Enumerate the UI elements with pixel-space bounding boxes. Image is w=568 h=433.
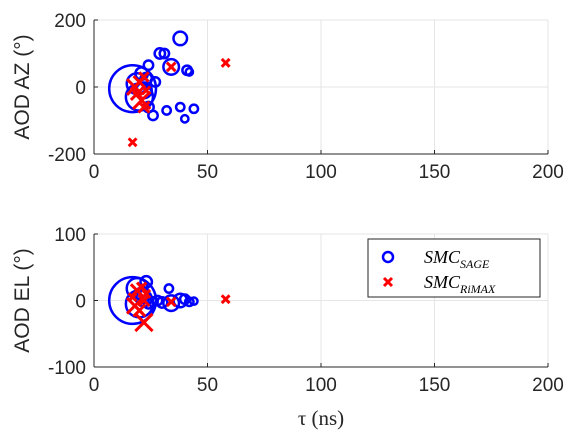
y-tick-label: 0 xyxy=(75,292,86,313)
data-point-rimax xyxy=(141,85,152,96)
data-point-sage xyxy=(183,296,195,308)
legend-marker-rimax xyxy=(382,276,394,288)
y-tick-label: 200 xyxy=(54,11,86,32)
data-point-rimax xyxy=(220,57,231,68)
y-tick-label: -100 xyxy=(48,358,86,379)
x-tick-label: 0 xyxy=(89,162,100,183)
data-point-sage xyxy=(161,105,173,116)
data-point-sage xyxy=(162,57,181,76)
data-point-sage xyxy=(155,296,169,309)
data-point-sage xyxy=(179,113,190,124)
data-point-rimax xyxy=(165,296,177,308)
data-point-rimax xyxy=(129,86,145,102)
legend-box xyxy=(367,238,541,298)
y-axis-label: AOD EL (°) xyxy=(11,248,34,352)
x-tick-label: 50 xyxy=(197,162,218,183)
x-axis-label: τ (ns) xyxy=(298,406,344,430)
x-tick-label: 100 xyxy=(305,375,337,396)
x-tick-label: 100 xyxy=(305,162,337,183)
legend-label-main: SMC xyxy=(424,272,461,292)
data-point-sage xyxy=(172,30,189,47)
data-point-sage xyxy=(188,103,200,115)
y-axis-label: AOD AZ (°) xyxy=(11,34,34,139)
data-point-sage xyxy=(188,296,199,307)
data-point-rimax xyxy=(134,312,154,333)
data-point-rimax xyxy=(220,294,231,305)
data-point-sage xyxy=(107,64,158,114)
data-point-rimax xyxy=(127,137,138,148)
data-point-sage xyxy=(162,294,181,313)
x-tick-label: 150 xyxy=(419,162,451,183)
data-point-rimax xyxy=(132,90,152,111)
y-tick-label: -200 xyxy=(48,145,86,166)
data-point-rimax xyxy=(138,71,150,83)
data-point-sage xyxy=(184,67,195,77)
data-point-sage xyxy=(149,76,162,88)
data-point-sage xyxy=(139,274,154,289)
legend-label-subscript: SAGE xyxy=(460,257,490,271)
data-point-sage xyxy=(142,59,155,72)
data-point-rimax xyxy=(141,288,152,299)
y-tick-label: 100 xyxy=(54,225,86,246)
data-point-sage xyxy=(147,109,159,122)
data-point-rimax xyxy=(137,100,151,114)
data-point-rimax xyxy=(165,61,177,73)
x-tick-label: 200 xyxy=(532,375,564,396)
x-tick-label: 200 xyxy=(532,162,564,183)
y-tick-label: 0 xyxy=(75,78,86,99)
x-tick-label: 50 xyxy=(197,375,218,396)
x-tick-label: 150 xyxy=(419,375,451,396)
legend-label: SMCSAGE xyxy=(424,247,490,271)
data-point-sage xyxy=(158,47,171,60)
x-tick-label: 0 xyxy=(89,375,100,396)
data-point-sage xyxy=(163,283,175,294)
legend-label-subscript: RiMAX xyxy=(459,282,496,296)
legend-label: SMCRiMAX xyxy=(424,272,496,296)
data-point-sage xyxy=(153,47,167,60)
data-point-sage xyxy=(174,101,186,113)
legend-marker-sage xyxy=(381,250,395,264)
legend-label-main: SMC xyxy=(424,247,461,267)
